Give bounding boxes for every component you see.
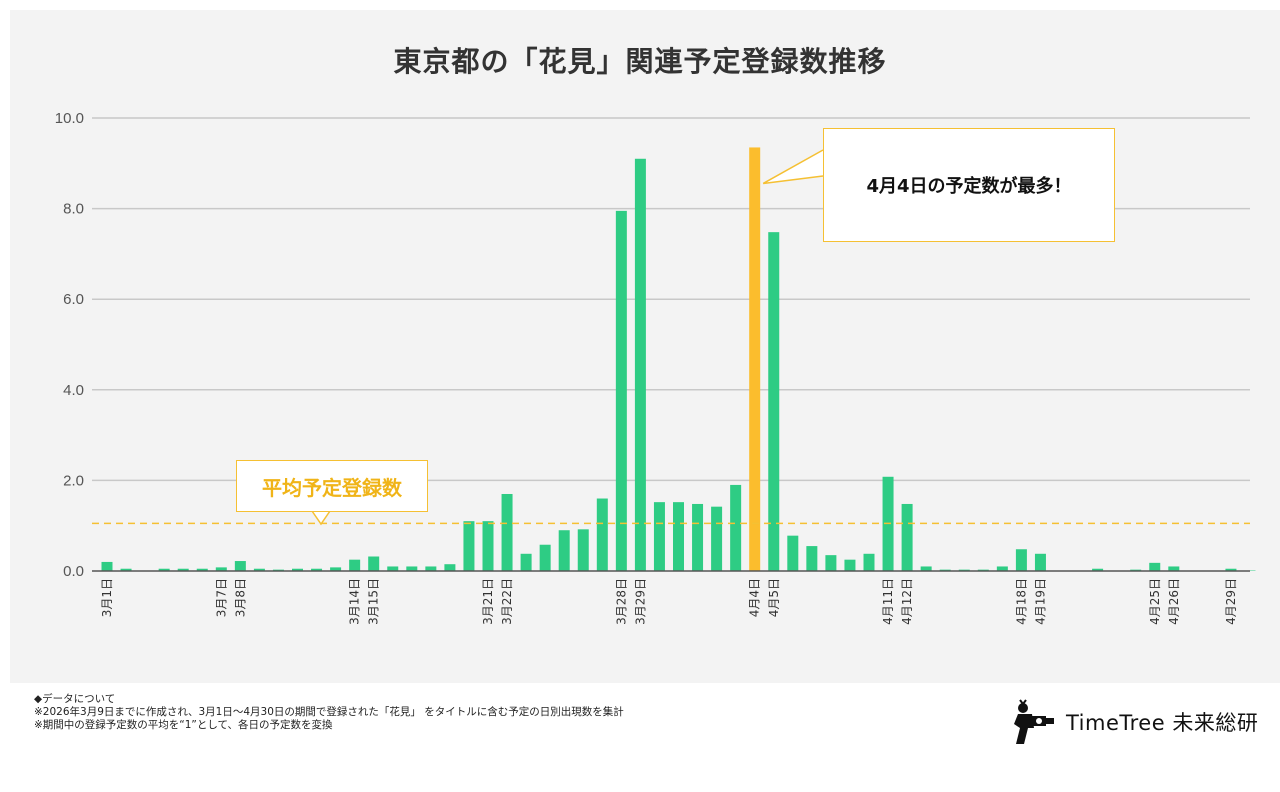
bar-3月25日	[558, 530, 570, 571]
x-tick-label: 3月22日	[500, 578, 514, 625]
bar-3月9日	[253, 568, 265, 571]
bar-3月18日	[425, 566, 437, 571]
bar-3月6日	[196, 568, 208, 571]
x-tick-label: 4月12日	[900, 578, 914, 625]
y-tick-label: 10.0	[55, 110, 84, 127]
bar-3月14日	[349, 559, 361, 571]
notes-line-1: ※2026年3月9日までに作成され、3月1日～4月30日の期間で登録された「花見…	[34, 706, 624, 718]
bar-3月16日	[387, 566, 399, 571]
y-tick-label: 2.0	[63, 472, 84, 489]
max-callout: 4月4日の予定数が最多！	[823, 128, 1115, 242]
bar-3月24日	[539, 544, 551, 571]
bar-3月26日	[577, 529, 589, 571]
max-callout-pointer	[762, 149, 824, 185]
bar-3月12日	[311, 568, 323, 571]
bar-4月22日	[1092, 568, 1104, 571]
bar-4月29日	[1225, 568, 1237, 571]
bar-3月11日	[292, 568, 303, 571]
bar-4月13日	[920, 566, 932, 571]
bars	[101, 147, 1256, 572]
x-tick-label: 4月25日	[1148, 578, 1162, 625]
x-tick-label: 4月19日	[1033, 578, 1047, 625]
bar-3月15日	[368, 556, 380, 571]
bar-4月17日	[996, 566, 1008, 571]
bar-3月5日	[177, 568, 189, 571]
x-tick-label: 3月29日	[633, 578, 647, 625]
x-tick-label: 3月15日	[367, 578, 381, 625]
x-tick-label: 3月8日	[233, 578, 247, 617]
bar-4月9日	[844, 559, 856, 571]
notes-line-2: ※期間中の登録予定数の平均を“1”として、各日の予定数を変換	[34, 719, 333, 731]
bar-3月29日	[634, 158, 646, 571]
bar-3月28日	[615, 210, 627, 572]
x-tick-label: 3月21日	[481, 578, 495, 625]
x-tick-label: 4月29日	[1224, 578, 1238, 625]
chart-title: 東京都の「花見」関連予定登録数推移	[393, 45, 887, 78]
y-axis-ticks: 0.0 2.0 4.0 6.0 8.0 10.0	[55, 110, 84, 580]
x-tick-label: 3月28日	[614, 578, 628, 625]
y-tick-label: 8.0	[63, 201, 84, 218]
x-tick-label: 4月18日	[1014, 578, 1028, 625]
bar-3月17日	[406, 566, 418, 571]
bar-3月30日	[653, 502, 665, 571]
y-tick-label: 4.0	[63, 382, 84, 399]
bar-4月4日	[749, 147, 761, 571]
x-tick-label: 3月7日	[214, 578, 228, 617]
bar-3月4日	[158, 568, 170, 571]
bar-3月23日	[520, 553, 532, 571]
chart-plot: 0.02.04.06.08.010.0 3月1日 3月7日 3月8日 3月14日 3月1…	[55, 110, 1256, 625]
x-tick-label: 4月11日	[881, 578, 895, 625]
x-tick-label: 3月1日	[100, 578, 114, 617]
brand-logo: TimeTree 未来総研	[1010, 698, 1270, 746]
bar-3月27日	[596, 498, 608, 571]
bar-3月13日	[330, 567, 342, 571]
x-tick-label: 4月26日	[1167, 578, 1181, 625]
y-tick-label: 0.0	[63, 563, 84, 580]
bar-4月25日	[1149, 562, 1161, 571]
average-callout: 平均予定登録数	[236, 460, 428, 512]
bar-4月6日	[787, 535, 799, 571]
bar-3月22日	[501, 493, 513, 571]
bar-3月19日	[444, 564, 456, 571]
person-camera-icon	[1014, 699, 1054, 744]
bar-3月1日	[101, 561, 113, 571]
bar-3月2日	[120, 568, 132, 571]
bar-4月10日	[863, 553, 875, 571]
bar-3月31日	[673, 502, 684, 571]
bar-4月8日	[825, 555, 837, 571]
bar-4月18日	[1015, 549, 1027, 571]
bar-3月20日	[463, 521, 475, 571]
bar-4月12日	[901, 503, 913, 571]
bar-4月1日	[692, 503, 704, 571]
y-tick-label: 6.0	[63, 291, 84, 308]
bar-3月7日	[215, 567, 227, 571]
overlays	[92, 149, 1250, 572]
notes-heading: ◆データについて	[34, 693, 116, 705]
average-callout-pointer	[311, 510, 331, 526]
bar-4月5日	[768, 232, 780, 571]
bar-4月2日	[711, 506, 723, 571]
bar-3月21日	[482, 521, 494, 571]
bar-4月19日	[1034, 553, 1046, 571]
x-tick-label: 4月4日	[748, 578, 762, 617]
bar-3月8日	[234, 561, 246, 571]
bar-4月3日	[730, 484, 742, 571]
x-tick-label: 3月14日	[348, 578, 362, 625]
logo-text: TimeTree 未来総研	[1066, 711, 1259, 735]
data-notes: ◆データについて ※2026年3月9日までに作成され、3月1日～4月30日の期間…	[34, 693, 624, 732]
bar-4月26日	[1168, 566, 1180, 571]
bar-4月7日	[806, 546, 818, 571]
x-axis-ticks: 3月1日 3月7日 3月8日 3月14日 3月15日 3月21日 3月22日 3月28日 3月2…	[100, 578, 1238, 625]
x-tick-label: 4月5日	[767, 578, 781, 617]
